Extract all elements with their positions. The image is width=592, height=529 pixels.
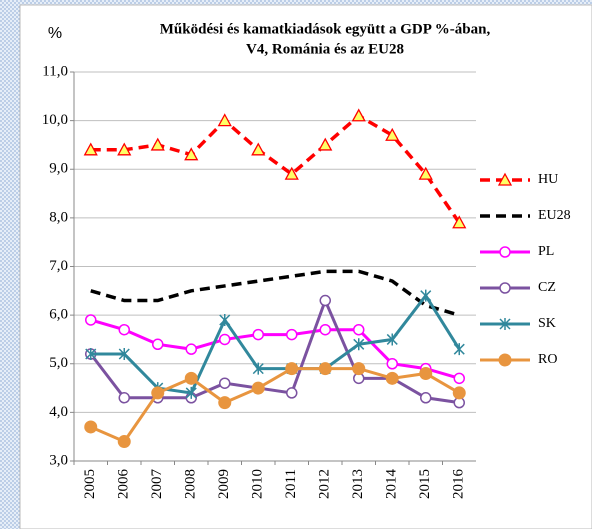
x-tick-label: 2010 [250,469,266,499]
y-tick-label: 7,0 [49,258,68,274]
marker [452,386,466,400]
marker [152,338,164,351]
legend-label: CZ [538,280,556,295]
x-tick-label: 2014 [384,469,400,500]
x-tick-label: 2011 [283,469,299,498]
marker [286,387,298,399]
series [85,289,465,399]
series-line [90,113,461,224]
legend-label: PL [538,244,554,259]
marker [386,358,398,370]
marker [117,142,132,156]
marker [499,246,511,258]
marker [251,142,266,156]
x-tick-label: 2006 [116,469,132,500]
x-tick-label: 2013 [350,469,366,499]
y-tick-label: 4,0 [49,404,68,420]
legend-label: HU [538,172,558,187]
marker [351,108,366,122]
marker [185,386,197,399]
x-tick-label: 2007 [149,469,165,500]
y-tick-label: 5,0 [49,355,68,371]
legend-label: SK [538,316,556,331]
marker [84,420,98,434]
marker [420,289,432,302]
marker [219,313,231,326]
y-tick-label: 11,0 [42,63,68,79]
y-tick-label: 8,0 [49,209,68,225]
marker [150,137,165,151]
chart-title: V4, Románia és az EU28 [246,41,404,57]
marker [219,377,231,389]
series [85,314,465,385]
series [84,362,466,449]
series-line [90,293,461,395]
marker [499,318,511,330]
marker [318,362,332,376]
marker [118,348,130,361]
marker [499,282,511,294]
marker [497,172,513,186]
marker [218,396,232,410]
marker [83,142,98,156]
y-tick-label: 9,0 [49,161,68,177]
marker [284,166,299,180]
marker [285,362,299,376]
marker [151,386,165,400]
marker [453,372,465,385]
marker [353,338,365,351]
marker [85,314,97,326]
x-tick-label: 2015 [417,469,433,499]
series-line [90,269,460,317]
marker [117,435,131,449]
marker [419,366,433,380]
marker [498,353,512,367]
marker [353,323,365,336]
marker [252,362,264,375]
marker [286,328,298,341]
marker [420,392,432,404]
marker [118,392,130,404]
x-tick-label: 2008 [183,469,199,499]
y-axis-label: % [48,25,62,42]
marker [184,147,199,161]
marker [185,343,197,355]
y-tick-label: 6,0 [49,307,68,323]
marker [418,166,433,180]
legend-label: EU28 [538,208,571,223]
series [90,269,460,317]
marker [251,381,265,395]
legend-label: RO [538,352,557,367]
marker [319,323,331,336]
marker [385,371,399,385]
marker [118,323,130,336]
marker [318,137,333,151]
marker [385,127,400,141]
x-tick-label: 2012 [317,469,333,499]
marker [85,348,97,361]
y-tick-label: 3,0 [49,452,68,468]
marker [184,371,198,385]
marker [352,362,366,376]
marker [319,294,331,307]
marker [453,343,465,356]
x-tick-label: 2005 [82,469,98,499]
x-tick-label: 2009 [216,469,232,499]
x-tick-label: 2016 [451,469,467,500]
marker [252,328,264,341]
marker [452,215,467,229]
marker [219,333,231,346]
marker [217,113,232,127]
marker [386,333,398,346]
series [83,108,467,229]
chart-title: Működési és kamatkiadások együtt a GDP %… [160,21,491,37]
y-tick-label: 10,0 [42,112,68,128]
